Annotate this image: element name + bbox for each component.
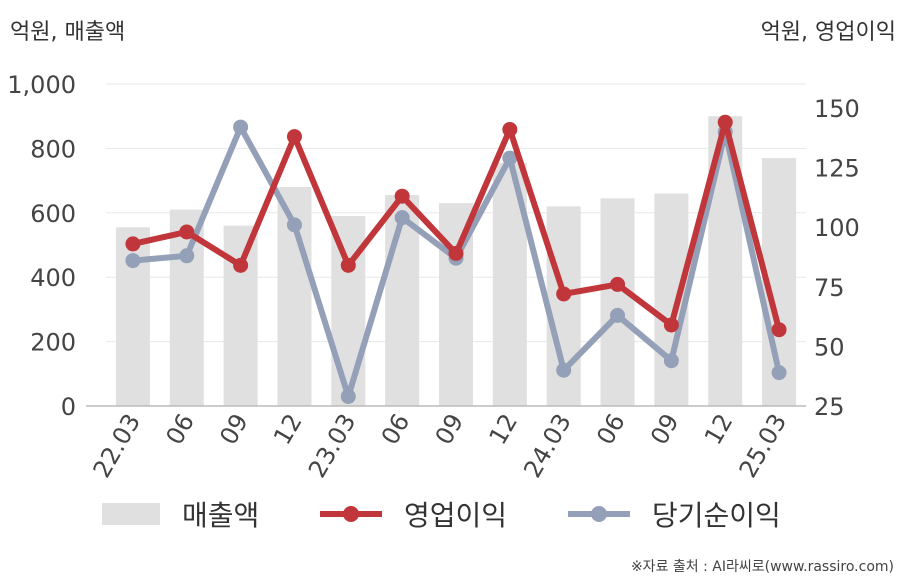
left-tick-label: 800: [30, 135, 76, 163]
point-operating-profit: [502, 121, 518, 137]
point-net-income: [286, 217, 302, 233]
right-tick-label: 150: [814, 95, 860, 123]
legend-item-operating-profit: 영업이익: [320, 494, 507, 534]
x-tick-label: 24.03: [518, 409, 577, 483]
x-tick-label: 12: [484, 409, 524, 449]
x-tick-label: 06: [160, 409, 200, 449]
x-tick-label: 22.03: [88, 409, 147, 483]
legend-label-sales: 매출액: [182, 499, 260, 532]
x-tick-label: 12: [268, 409, 308, 449]
left-tick-label: 400: [30, 264, 76, 292]
x-tick-label: 09: [214, 409, 254, 449]
left-axis-unit: 억원, 매출액: [10, 20, 126, 45]
point-net-income: [771, 365, 787, 381]
point-net-income: [179, 248, 195, 264]
point-operating-profit: [771, 322, 787, 338]
point-operating-profit: [717, 114, 733, 130]
right-tick-label: 125: [814, 155, 860, 183]
point-operating-profit: [448, 245, 464, 261]
right-tick-label: 50: [814, 333, 845, 361]
point-operating-profit: [556, 286, 572, 302]
point-operating-profit: [286, 129, 302, 145]
point-net-income: [394, 210, 410, 226]
point-operating-profit: [125, 236, 141, 252]
point-net-income: [125, 253, 141, 269]
x-tick-label: 25.03: [734, 409, 793, 483]
point-net-income: [610, 307, 626, 323]
x-tick-label: 09: [645, 409, 685, 449]
left-tick-label: 200: [30, 329, 76, 357]
x-tick-label: 06: [376, 409, 416, 449]
legend-swatch-sales: [102, 503, 160, 525]
right-tick-label: 75: [814, 274, 845, 302]
x-tick-label: 09: [430, 409, 470, 449]
point-net-income: [233, 119, 249, 135]
left-tick-label: 0: [61, 393, 76, 421]
legend-swatch-operating-profit: [320, 502, 382, 526]
bar-sales: [223, 225, 258, 406]
left-tick-label: 600: [30, 200, 76, 228]
right-tick-label: 100: [814, 214, 860, 242]
legend-item-net-income: 당기순이익: [568, 494, 781, 534]
legend-label-operating-profit: 영업이익: [404, 499, 508, 532]
legend: 매출액 영업이익 당기순이익: [0, 494, 908, 534]
legend-swatch-net-income: [568, 502, 630, 526]
point-net-income: [556, 362, 572, 378]
point-operating-profit: [340, 257, 356, 273]
bar-sales: [385, 195, 420, 406]
source-credit: ※자료 출처 : AI라씨로(www.rassiro.com): [630, 559, 894, 575]
bar-sales: [600, 198, 635, 406]
legend-item-sales: 매출액: [102, 494, 259, 534]
point-operating-profit: [179, 224, 195, 240]
point-net-income: [663, 353, 679, 369]
x-tick-label: 12: [699, 409, 739, 449]
point-operating-profit: [233, 257, 249, 273]
combo-chart: 0 200 400 600 800 1,000 25 50 75 100 125 150 22.03 06…: [7, 71, 860, 483]
point-operating-profit: [663, 317, 679, 333]
right-axis-unit: 억원, 영업이익: [760, 20, 896, 45]
point-net-income: [502, 150, 518, 166]
legend-label-net-income: 당기순이익: [652, 499, 781, 532]
left-tick-label: 1,000: [7, 71, 76, 99]
x-tick-label: 06: [591, 409, 631, 449]
point-operating-profit: [610, 276, 626, 292]
x-tick-label: 23.03: [303, 409, 362, 483]
right-tick-label: 25: [814, 393, 845, 421]
point-operating-profit: [394, 188, 410, 204]
point-net-income: [340, 388, 356, 404]
